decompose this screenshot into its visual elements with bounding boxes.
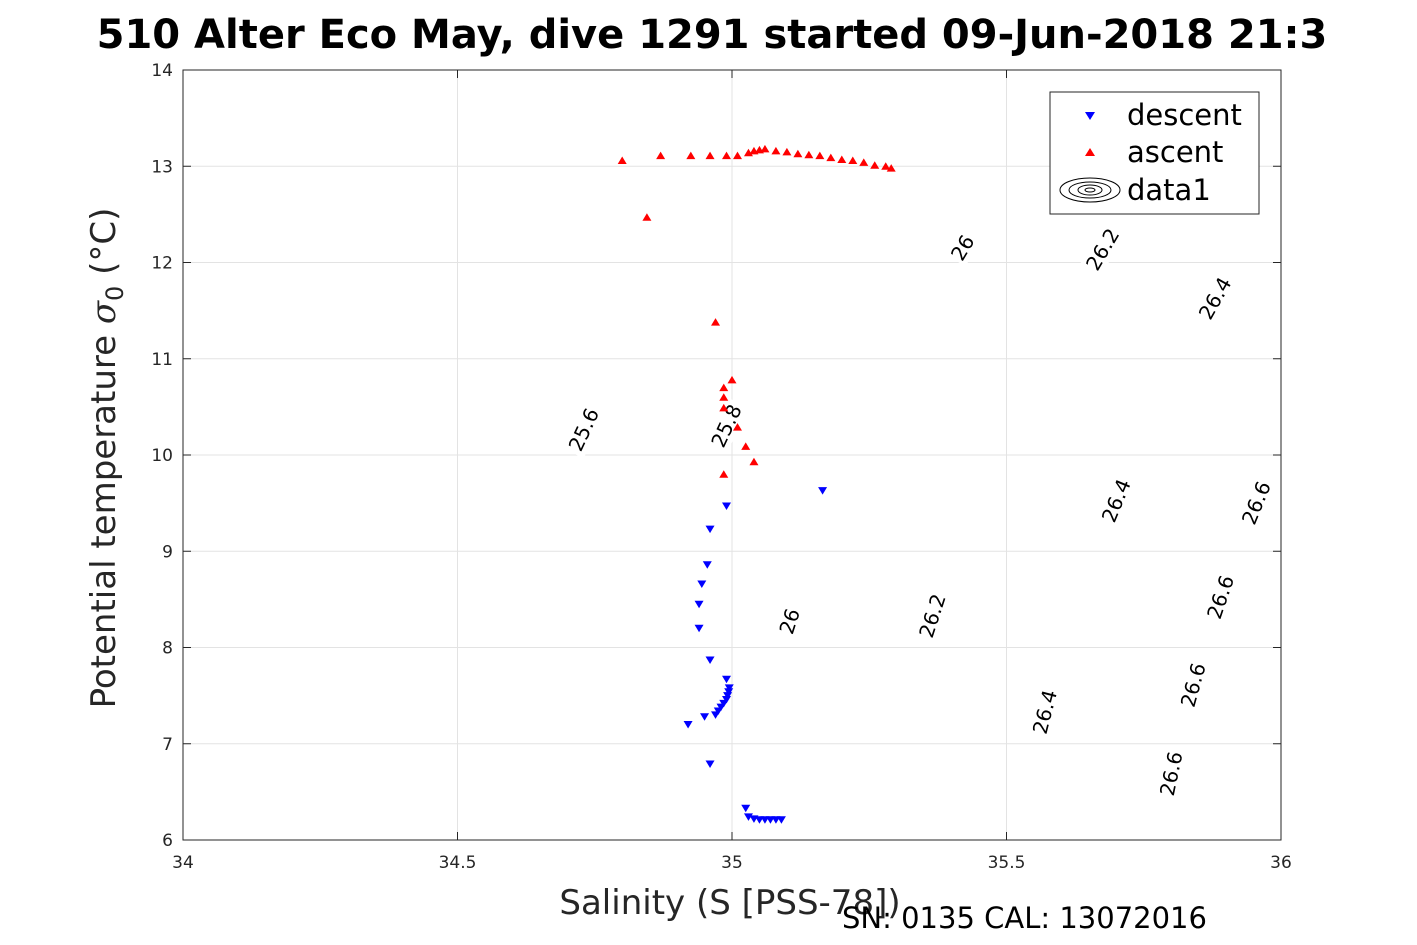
y-tick-label: 13 xyxy=(151,157,173,177)
ascent-point xyxy=(642,213,652,221)
ascent-point xyxy=(741,442,751,450)
x-tick-label: 35 xyxy=(721,853,743,873)
contour-label-group: 26 xyxy=(773,603,806,639)
ascent-point xyxy=(870,161,880,169)
ascent-point xyxy=(743,148,753,157)
descent-point xyxy=(722,675,732,684)
descent-point xyxy=(705,525,715,534)
descent-point xyxy=(702,561,712,569)
contour-label-background xyxy=(561,400,606,459)
descent-point xyxy=(722,502,732,511)
y-tick-label: 11 xyxy=(151,350,173,370)
descent-point xyxy=(724,684,734,692)
axis-ticks: 34 34.5 35 35.5 36 6 7 8 9 10 11 12 13 14 xyxy=(151,61,1291,873)
descent-point xyxy=(724,688,734,696)
legend-marker-descent xyxy=(1085,112,1095,120)
contour-label-background xyxy=(1235,474,1278,532)
data-points xyxy=(617,144,896,824)
x-tick-label: 36 xyxy=(1270,853,1292,873)
x-tick-label: 34.5 xyxy=(439,853,477,873)
ascent-point xyxy=(686,151,696,160)
contour-label-background xyxy=(1174,656,1212,714)
descent-point xyxy=(705,656,715,665)
descent-point xyxy=(700,713,710,721)
ascent-point xyxy=(727,375,737,384)
descent-point xyxy=(694,624,704,633)
contour-label-background xyxy=(1191,269,1239,327)
ascent-point xyxy=(826,153,836,162)
legend-label-descent: descent xyxy=(1127,98,1242,132)
contour-label-background xyxy=(912,587,952,645)
ascent-point xyxy=(793,149,803,158)
ascent-point xyxy=(719,393,729,401)
footer-serial-calibration: SN: 0135 CAL: 13072016 xyxy=(842,901,1207,935)
descent-point xyxy=(741,804,751,813)
contour-label-background xyxy=(1154,745,1189,802)
ascent-point xyxy=(732,151,742,160)
ascent-point xyxy=(859,158,869,166)
descent-point xyxy=(722,695,732,704)
ascent-point xyxy=(782,147,792,156)
legend-marker-ascent xyxy=(1085,148,1095,156)
ascent-point xyxy=(722,151,732,160)
ascent-point xyxy=(719,383,729,392)
y-axis-label-main: Potential temperature xyxy=(84,324,124,708)
y-tick-label: 10 xyxy=(151,446,173,466)
ascent-point xyxy=(617,156,627,164)
ascent-point xyxy=(711,318,721,326)
chart-title: 510 Alter Eco May, dive 1291 started 09-… xyxy=(97,12,1328,58)
legend-label-ascent: ascent xyxy=(1127,135,1223,169)
contour-label-background xyxy=(1026,683,1063,741)
ascent-point xyxy=(656,151,666,160)
descent-point xyxy=(723,692,733,700)
descent-point xyxy=(705,760,715,768)
legend-box xyxy=(1049,91,1260,215)
ascent-point xyxy=(771,146,781,155)
ascent-point xyxy=(705,151,715,160)
contour-label-background xyxy=(1200,568,1241,626)
ascent-point xyxy=(804,150,814,159)
ascent-point xyxy=(719,470,729,478)
y-axis-label-unit: (°C) xyxy=(84,208,124,286)
contour-label-background xyxy=(773,603,806,639)
y-tick-label: 6 xyxy=(162,831,173,851)
legend: descent ascent data1 xyxy=(1049,91,1260,215)
y-axis-label: Potential temperature σ0 (°C) xyxy=(84,208,129,709)
ascent-point xyxy=(848,156,858,164)
descent-point xyxy=(683,721,693,729)
y-tick-label: 8 xyxy=(162,639,173,659)
y-tick-label: 9 xyxy=(162,542,173,562)
contour-label-background xyxy=(1095,471,1138,530)
y-axis-label-subscript: 0 xyxy=(101,286,129,301)
x-tick-label: 35.5 xyxy=(988,853,1026,873)
ascent-point xyxy=(886,164,896,172)
y-axis-label-sigma: σ xyxy=(84,300,124,324)
ascent-point xyxy=(760,144,770,153)
contour-label-background xyxy=(944,229,981,267)
legend-label-data1: data1 xyxy=(1127,173,1211,207)
descent-point xyxy=(776,816,786,824)
ascent-point xyxy=(837,155,847,164)
x-axis-label: Salinity (S [PSS-78]) xyxy=(559,883,900,923)
ascent-point xyxy=(749,457,759,466)
ascent-point xyxy=(815,151,825,160)
contour-label-background xyxy=(704,397,749,455)
descent-point xyxy=(743,813,753,821)
ascent-point xyxy=(719,403,729,412)
x-tick-label: 34 xyxy=(172,853,194,873)
descent-point xyxy=(697,580,707,588)
contour-label-background xyxy=(1078,220,1127,278)
y-tick-label: 7 xyxy=(162,735,173,755)
y-tick-label: 12 xyxy=(151,254,173,274)
y-tick-label: 14 xyxy=(151,61,173,81)
ascent-point xyxy=(881,162,891,170)
descent-point xyxy=(818,487,828,495)
legend-marker-data1-contour-icon xyxy=(1059,177,1121,203)
descent-point xyxy=(694,600,704,609)
ascent-point xyxy=(732,423,742,431)
